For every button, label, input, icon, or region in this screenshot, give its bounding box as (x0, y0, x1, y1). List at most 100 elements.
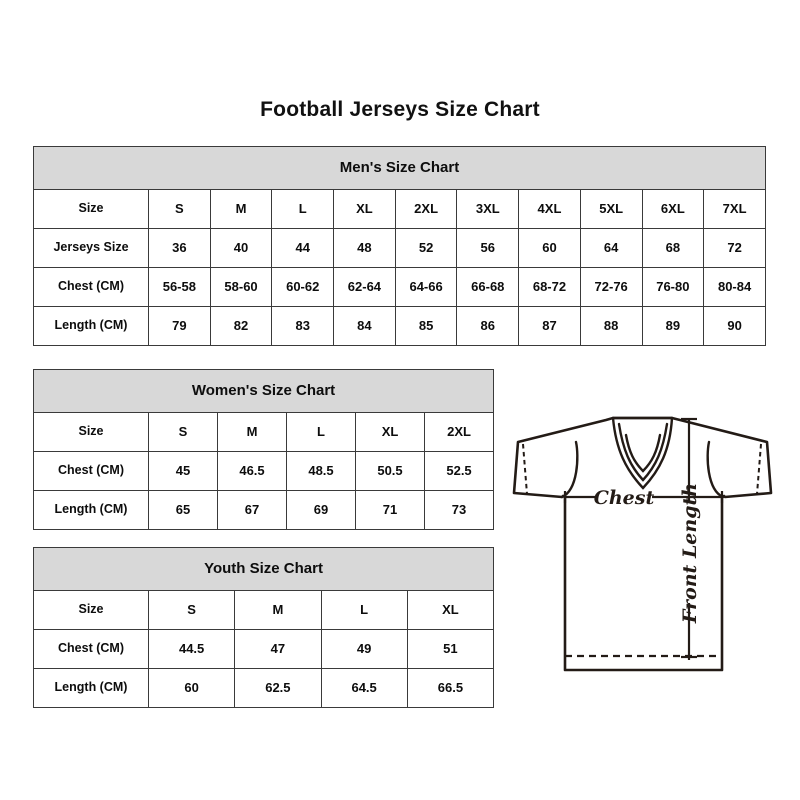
cell-value: 90 (703, 306, 766, 346)
cell-value: 56 (456, 228, 520, 268)
cell-value: 68 (641, 228, 705, 268)
column-header-size: Size (33, 189, 149, 229)
cell-value: 52.5 (423, 451, 495, 491)
table-row: Chest (CM) 44.5 47 49 51 (33, 629, 495, 669)
column-header-l: L (271, 189, 335, 229)
cell-value: 60 (518, 228, 581, 268)
column-header-4xl: 4XL (518, 189, 581, 229)
cell-value: 65 (148, 490, 218, 530)
youth-chart-title: Youth Size Chart (32, 547, 495, 591)
jersey-measurement-diagram: Chest Front Length (500, 398, 785, 703)
cell-value: 83 (271, 306, 335, 346)
column-header-m: M (234, 590, 322, 630)
cell-value: 71 (355, 490, 425, 530)
column-header-xl: XL (333, 189, 396, 229)
column-header-l: L (320, 590, 408, 630)
cell-value: 67 (217, 490, 287, 530)
column-header-6xl: 6XL (641, 189, 705, 229)
column-header-s: S (148, 189, 211, 229)
cell-value: 89 (641, 306, 705, 346)
row-label-length: Length (CM) (33, 306, 149, 346)
table-row: Length (CM) 65 67 69 71 73 (33, 490, 495, 530)
mens-chart-title: Men's Size Chart (33, 146, 766, 190)
cell-value: 64.5 (320, 668, 408, 708)
cell-value: 62.5 (234, 668, 322, 708)
cell-value: 58-60 (209, 267, 273, 307)
table-row: Jerseys Size 36 40 44 48 52 56 60 64 68 … (33, 228, 766, 268)
cell-value: 51 (406, 629, 495, 669)
column-header-2xl: 2XL (423, 412, 495, 452)
table-row: Length (CM) 79 82 83 84 85 86 87 88 89 9… (33, 306, 766, 346)
row-label-chest: Chest (CM) (33, 451, 149, 491)
cell-value: 69 (286, 490, 356, 530)
cell-value: 66-68 (456, 267, 520, 307)
front-length-measure-label: Front Length (679, 483, 701, 624)
cell-value: 48.5 (286, 451, 356, 491)
cell-value: 60-62 (271, 267, 335, 307)
column-header-3xl: 3XL (456, 189, 520, 229)
cell-value: 56-58 (148, 267, 211, 307)
column-header-m: M (217, 412, 287, 452)
row-label-length: Length (CM) (33, 490, 149, 530)
womens-chart-title: Women's Size Chart (32, 369, 495, 413)
table-header-row: Size S M L XL 2XL (33, 412, 495, 452)
column-header-m: M (209, 189, 273, 229)
cell-value: 48 (333, 228, 396, 268)
column-header-5xl: 5XL (579, 189, 643, 229)
column-header-size: Size (33, 412, 149, 452)
row-label-chest: Chest (CM) (33, 629, 149, 669)
cell-value: 36 (148, 228, 211, 268)
cell-value: 64-66 (394, 267, 458, 307)
cell-value: 46.5 (217, 451, 287, 491)
cell-value: 72 (703, 228, 766, 268)
table-title-row: Women's Size Chart (32, 369, 495, 413)
cell-value: 73 (423, 490, 495, 530)
cell-value: 76-80 (641, 267, 705, 307)
row-label-chest: Chest (CM) (33, 267, 149, 307)
youth-size-chart-table: Youth Size Chart Size S M L XL Chest (CM… (32, 547, 495, 708)
cell-value: 82 (209, 306, 273, 346)
cell-value: 62-64 (333, 267, 396, 307)
cell-value: 84 (333, 306, 396, 346)
cell-value: 64 (579, 228, 643, 268)
cell-value: 52 (394, 228, 458, 268)
table-row: Chest (CM) 56-58 58-60 60-62 62-64 64-66… (33, 267, 766, 307)
cell-value: 87 (518, 306, 581, 346)
cell-value: 60 (147, 668, 236, 708)
cell-value: 85 (394, 306, 458, 346)
table-row: Chest (CM) 45 46.5 48.5 50.5 52.5 (33, 451, 495, 491)
cell-value: 47 (234, 629, 322, 669)
cell-value: 45 (148, 451, 218, 491)
cell-value: 72-76 (579, 267, 643, 307)
mens-size-chart-table: Men's Size Chart Size S M L XL 2XL 3XL 4… (33, 146, 766, 346)
cell-value: 50.5 (355, 451, 425, 491)
column-header-l: L (286, 412, 356, 452)
cell-value: 86 (456, 306, 520, 346)
row-label-length: Length (CM) (33, 668, 149, 708)
column-header-size: Size (33, 590, 149, 630)
cell-value: 49 (320, 629, 408, 669)
cell-value: 88 (579, 306, 643, 346)
table-header-row: Size S M L XL 2XL 3XL 4XL 5XL 6XL 7XL (33, 189, 766, 229)
cell-value: 40 (209, 228, 273, 268)
column-header-s: S (148, 412, 218, 452)
column-header-xl: XL (406, 590, 495, 630)
page-title: Football Jerseys Size Chart (260, 98, 540, 121)
table-title-row: Men's Size Chart (33, 146, 766, 190)
column-header-xl: XL (355, 412, 425, 452)
cell-value: 68-72 (518, 267, 581, 307)
column-header-s: S (147, 590, 236, 630)
cell-value: 79 (148, 306, 211, 346)
cell-value: 66.5 (406, 668, 495, 708)
column-header-2xl: 2XL (394, 189, 458, 229)
womens-size-chart-table: Women's Size Chart Size S M L XL 2XL Che… (32, 369, 495, 530)
table-row: Length (CM) 60 62.5 64.5 66.5 (33, 668, 495, 708)
cell-value: 44.5 (147, 629, 236, 669)
cell-value: 44 (271, 228, 335, 268)
column-header-7xl: 7XL (703, 189, 766, 229)
chest-measure-label: Chest (594, 487, 655, 509)
table-title-row: Youth Size Chart (32, 547, 495, 591)
cell-value: 80-84 (703, 267, 766, 307)
table-header-row: Size S M L XL (33, 590, 495, 630)
row-label-jerseys-size: Jerseys Size (33, 228, 149, 268)
